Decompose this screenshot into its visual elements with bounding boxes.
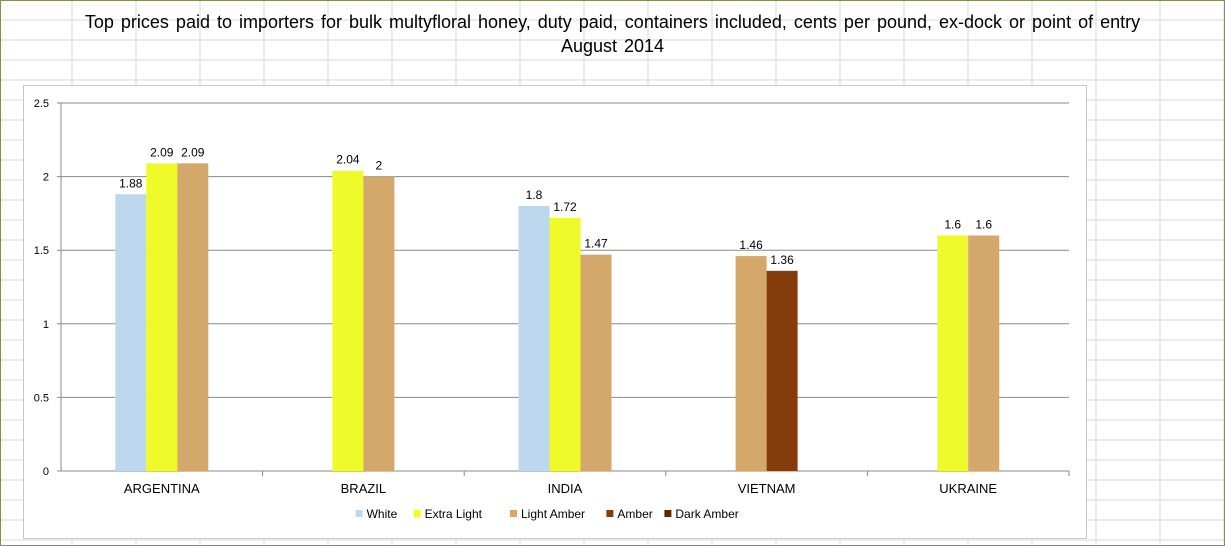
- bar-light-amber[interactable]: [177, 163, 209, 471]
- y-tick-label: 0: [43, 466, 49, 478]
- y-tick-label: 1.5: [34, 245, 49, 257]
- data-label: 2: [376, 159, 383, 173]
- x-category-label: ARGENTINA: [124, 481, 200, 496]
- bar-light-amber[interactable]: [363, 176, 395, 471]
- data-label: 2.09: [181, 145, 205, 159]
- chart-title: Top prices paid to importers for bulk mu…: [84, 12, 1141, 32]
- legend-swatch: [355, 510, 363, 517]
- data-label: 2.09: [150, 145, 174, 159]
- legend-label[interactable]: Amber: [617, 507, 652, 521]
- legend-label[interactable]: Light Amber: [521, 507, 585, 521]
- data-label: 1.36: [770, 253, 794, 267]
- legend-label[interactable]: Dark Amber: [675, 507, 738, 521]
- x-category-label: UKRAINE: [939, 481, 997, 496]
- data-label: 1.6: [944, 217, 961, 231]
- data-label: 1.8: [526, 188, 543, 202]
- chart-area[interactable]: 0 0.5 1 1.5 2 2.5 ARGENTINA 1.88 2.09 2.09 BRAZIL 2…: [23, 85, 1087, 539]
- data-label: 1.72: [553, 200, 577, 214]
- bar-chart: 0 0.5 1 1.5 2 2.5 ARGENTINA 1.88 2.09 2.09 BRAZIL 2…: [34, 98, 1070, 521]
- legend-swatch: [606, 510, 614, 517]
- y-tick-label: 1: [43, 319, 49, 331]
- chart-subtitle: August 2014: [560, 36, 665, 56]
- x-category-label: BRAZIL: [341, 481, 387, 496]
- legend-label[interactable]: Extra Light: [425, 507, 483, 521]
- chart-title-block: Top prices paid to importers for bulk mu…: [0, 10, 1225, 58]
- legend-swatch: [510, 510, 517, 517]
- y-tick-label: 2: [43, 172, 49, 184]
- bar-light-amber[interactable]: [735, 256, 767, 471]
- x-category-label: VIETNAM: [738, 481, 796, 496]
- bar-extra-light[interactable]: [549, 217, 581, 471]
- x-category-label: INDIA: [548, 481, 583, 496]
- bar-amber[interactable]: [766, 270, 798, 471]
- bar-extra-light[interactable]: [146, 163, 178, 471]
- legend-swatch: [664, 510, 672, 517]
- bar-light-amber[interactable]: [580, 254, 612, 471]
- bar-white[interactable]: [115, 194, 147, 471]
- bar-extra-light[interactable]: [937, 235, 969, 471]
- bar-white[interactable]: [518, 206, 550, 471]
- legend-swatch: [413, 510, 421, 517]
- data-label: 1.47: [584, 237, 608, 251]
- bar-light-amber[interactable]: [968, 235, 1000, 471]
- y-tick-label: 0.5: [34, 392, 49, 404]
- data-label: 1.46: [739, 238, 763, 252]
- bar-extra-light[interactable]: [332, 170, 364, 471]
- legend-label[interactable]: White: [367, 507, 398, 521]
- data-label: 1.6: [975, 217, 992, 231]
- data-label: 1.88: [119, 176, 143, 190]
- y-tick-label: 2.5: [34, 98, 49, 110]
- data-label: 2.04: [336, 153, 360, 167]
